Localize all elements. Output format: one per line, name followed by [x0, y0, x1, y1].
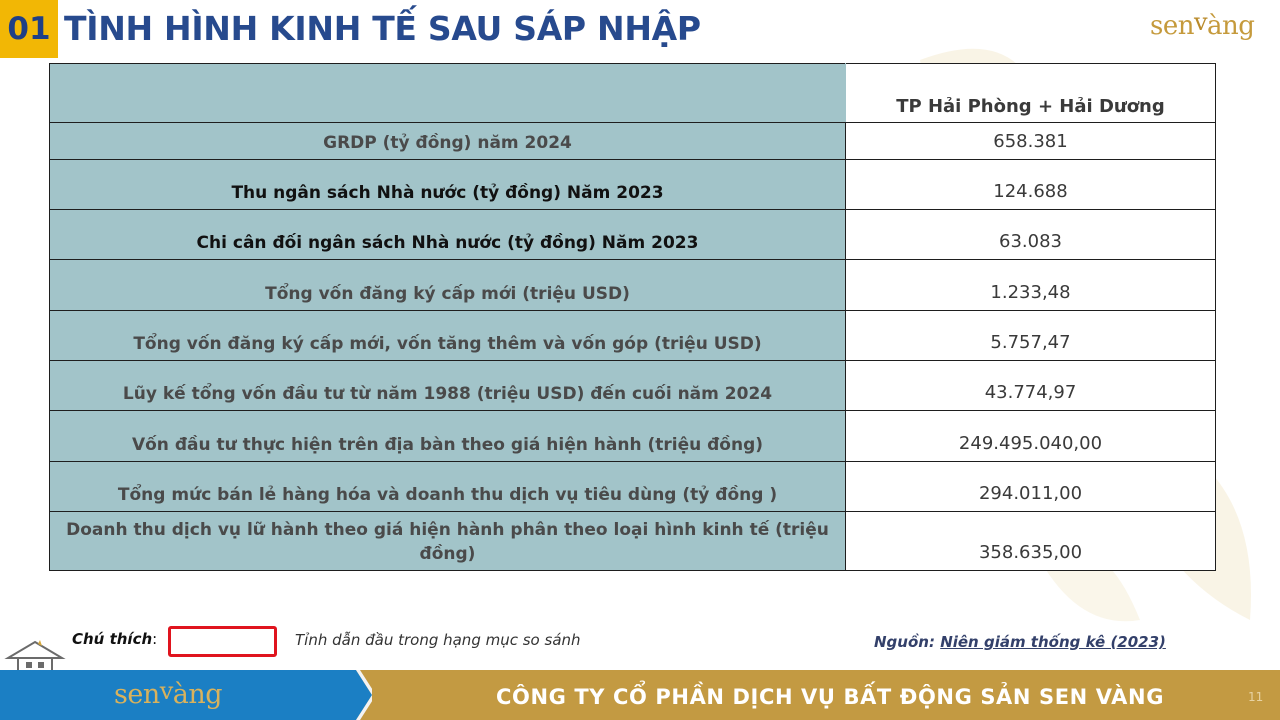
- table-row: Lũy kế tổng vốn đầu tư từ năm 1988 (triệ…: [49, 360, 1216, 411]
- row-value: 5.757,47: [845, 310, 1216, 361]
- row-label: Thu ngân sách Nhà nước (tỷ đồng) Năm 202…: [49, 159, 846, 210]
- table-row: Chi cân đối ngân sách Nhà nước (tỷ đồng)…: [49, 209, 1216, 260]
- source-prefix: Nguồn:: [874, 633, 935, 651]
- row-label: GRDP (tỷ đồng) năm 2024: [49, 122, 846, 160]
- footer-logo-right: àng: [172, 679, 223, 710]
- row-value: 294.011,00: [845, 461, 1216, 512]
- building-icon: [4, 640, 66, 672]
- table-row: GRDP (tỷ đồng) năm 2024 658.381: [49, 122, 1216, 160]
- source-note: Nguồn: Niên giám thống kê (2023): [874, 633, 1166, 651]
- table-row: Vốn đầu tư thực hiện trên địa bàn theo g…: [49, 410, 1216, 462]
- row-value: 249.495.040,00: [845, 410, 1216, 462]
- legend-colon: :: [152, 630, 158, 648]
- source-link[interactable]: Niên giám thống kê (2023): [940, 633, 1166, 651]
- header-blank-cell: [49, 63, 846, 123]
- footer-blue-panel: [0, 670, 372, 720]
- row-label: Vốn đầu tư thực hiện trên địa bàn theo g…: [49, 410, 846, 462]
- table-row: Tổng mức bán lẻ hàng hóa và doanh thu dị…: [49, 461, 1216, 512]
- economic-indicators-table: TP Hải Phòng + Hải Dương GRDP (tỷ đồng) …: [49, 63, 1216, 571]
- row-label: Tổng mức bán lẻ hàng hóa và doanh thu dị…: [49, 461, 846, 512]
- row-value: 358.635,00: [845, 511, 1216, 571]
- row-value: 43.774,97: [845, 360, 1216, 411]
- logo-text-right: àng: [1207, 11, 1255, 41]
- table-header-row: TP Hải Phòng + Hải Dương: [49, 63, 1216, 123]
- footer-logo: senⅴàng: [114, 674, 223, 716]
- row-label: Tổng vốn đăng ký cấp mới (triệu USD): [49, 259, 846, 311]
- logo-text-left: sen: [1150, 11, 1194, 41]
- legend-description: Tỉnh dẫn đầu trong hạng mục so sánh: [295, 631, 581, 649]
- row-value: 63.083: [845, 209, 1216, 260]
- table-row: Doanh thu dịch vụ lữ hành theo giá hiện …: [49, 511, 1216, 571]
- table-row: Tổng vốn đăng ký cấp mới, vốn tăng thêm …: [49, 310, 1216, 361]
- footer-company-name: CÔNG TY CỔ PHẦN DỊCH VỤ BẤT ĐỘNG SẢN SEN…: [496, 685, 1165, 709]
- row-label: Tổng vốn đăng ký cấp mới, vốn tăng thêm …: [49, 310, 846, 361]
- legend-label: Chú thích:: [72, 630, 157, 648]
- row-label: Doanh thu dịch vụ lữ hành theo giá hiện …: [49, 511, 846, 571]
- table-row: Tổng vốn đăng ký cấp mới (triệu USD) 1.2…: [49, 259, 1216, 311]
- lotus-leaf-icon: ⅴ: [1193, 8, 1208, 36]
- column-header: TP Hải Phòng + Hải Dương: [845, 63, 1216, 123]
- footer-logo-left: sen: [114, 679, 160, 710]
- row-value: 658.381: [845, 122, 1216, 160]
- legend-highlight-box: [168, 626, 277, 657]
- row-label: Chi cân đối ngân sách Nhà nước (tỷ đồng)…: [49, 209, 846, 260]
- company-logo: senⅴàng: [1150, 6, 1272, 46]
- page-title: TÌNH HÌNH KINH TẾ SAU SÁP NHẬP: [64, 9, 701, 48]
- row-value: 124.688: [845, 159, 1216, 210]
- footer-lotus-icon: ⅴ: [159, 677, 174, 705]
- row-value: 1.233,48: [845, 259, 1216, 311]
- section-number-badge: 01: [0, 0, 58, 58]
- page-number: 11: [1248, 690, 1264, 704]
- row-label: Lũy kế tổng vốn đầu tư từ năm 1988 (triệ…: [49, 360, 846, 411]
- table-row: Thu ngân sách Nhà nước (tỷ đồng) Năm 202…: [49, 159, 1216, 210]
- legend-label-text: Chú thích: [72, 630, 153, 648]
